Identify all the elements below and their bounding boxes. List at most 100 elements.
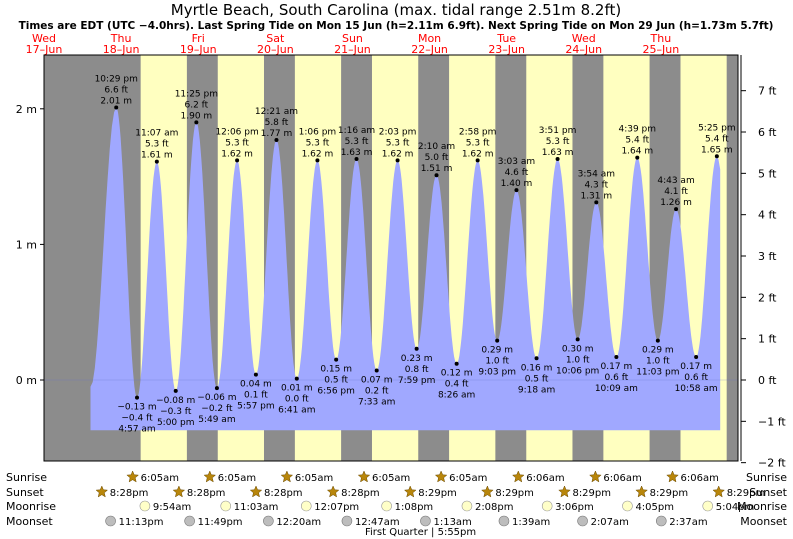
low-ft-label: 0.6 ft (684, 373, 708, 383)
high-time-label: 3:51 pm (539, 126, 577, 136)
sunset-time: 8:29pm (495, 488, 534, 499)
moonset-time: 2:37am (669, 517, 707, 528)
moon-phase-note: First Quarter | 5:55pm (365, 527, 476, 538)
low-m-label: 0.29 m (642, 346, 674, 356)
moonset-row-label: Moonset (6, 515, 53, 528)
low-m-label: 0.23 m (401, 354, 433, 364)
high-ft-label: 5.4 ft (625, 136, 649, 146)
moonset-time: 12:47am (355, 517, 400, 528)
high-ft-label: 6.6 ft (104, 85, 128, 95)
low-ft-label: 0.5 ft (324, 376, 348, 386)
moonrise-row-label-right: Moonrise (737, 500, 787, 513)
low-ft-label: −0.3 ft (160, 407, 192, 417)
sunset-icon (635, 485, 648, 498)
low-m-label: −0.08 m (156, 396, 195, 406)
sunrise-icon (126, 470, 140, 483)
moonset-icon (263, 515, 274, 527)
low-ft-label: 1.0 ft (485, 357, 509, 367)
extreme-point (555, 156, 560, 161)
sunset-icon (403, 485, 417, 498)
moonrise-icon (541, 500, 553, 512)
low-m-label: 0.29 m (481, 346, 513, 356)
chart-subtitle: Times are EDT (UTC −4.0hrs). Last Spring… (19, 20, 774, 32)
extreme-point (514, 188, 519, 193)
sunrise-icon (434, 470, 448, 483)
high-time-label: 10:29 pm (95, 74, 138, 84)
tide-extremes: 10:29 pm6.6 ft2.01 m −0.13 m−0.4 ft4:57 a… (95, 74, 736, 434)
low-time-label: 4:57 am (118, 425, 155, 435)
day-headers: Wed17–JunThu18–JunFri19–JunSat20–JunSun2… (26, 32, 680, 56)
high-ft-label: 4.6 ft (505, 168, 529, 178)
sunset-time: 8:29pm (572, 488, 611, 499)
moonrise-icon (381, 500, 392, 512)
astro-table: Sunrise Sunset Moonrise Moonset Sunrise … (6, 470, 788, 538)
high-time-label: 3:54 am (578, 169, 615, 179)
right-axis-tick-label: 1 ft (758, 333, 777, 346)
low-time-label: 10:58 am (675, 384, 718, 394)
extreme-point (594, 200, 599, 205)
sunrise-row-label: Sunrise (6, 471, 47, 484)
moonset-icon (498, 515, 510, 527)
low-time-label: 6:41 am (278, 406, 315, 416)
day-date: 19–Jun (180, 43, 217, 56)
high-time-label: 2:03 pm (379, 127, 417, 137)
low-time-label: 10:06 pm (556, 366, 599, 376)
day-date: 24–Jun (565, 43, 602, 56)
extreme-point (635, 155, 640, 160)
day-weekday: Tue (496, 32, 516, 45)
low-ft-label: 0.6 ft (605, 373, 629, 383)
high-ft-label: 5.4 ft (705, 134, 729, 144)
sunset-icon (249, 485, 263, 498)
sunrise-time: 6:06am (526, 473, 564, 484)
low-ft-label: 1.0 ft (566, 355, 590, 365)
low-ft-label: 0.5 ft (525, 374, 549, 384)
high-time-label: 5:25 pm (698, 123, 736, 133)
extreme-point (274, 137, 279, 142)
right-axis-feet: −2 ft −1 ft 0 ft 1 ft 2 ft 3 ft 4 ft 5 ft 6 ft 7 … (740, 55, 786, 470)
low-m-label: 0.16 m (521, 363, 553, 373)
low-m-label: 0.17 m (601, 362, 633, 372)
low-time-label: 5:49 am (198, 415, 235, 425)
low-m-label: 0.17 m (680, 362, 712, 372)
sunset-icon (326, 485, 340, 498)
day-weekday: Wed (572, 32, 596, 45)
high-m-label: 1.62 m (221, 149, 253, 159)
day-date: 23–Jun (488, 43, 525, 56)
sunrise-time: 6:06am (680, 473, 718, 484)
sunset-time: 8:29pm (418, 488, 457, 499)
extreme-point (294, 376, 299, 381)
extreme-point (395, 158, 400, 163)
high-ft-label: 5.3 ft (306, 138, 330, 148)
left-axis-tick-label: 1 m (16, 238, 37, 251)
extreme-point (374, 368, 379, 373)
low-time-label: 8:26 am (438, 391, 475, 401)
high-time-label: 3:03 am (498, 157, 535, 167)
high-m-label: 1.62 m (302, 149, 334, 159)
day-weekday: Fri (192, 32, 205, 45)
high-time-label: 2:10 am (418, 142, 455, 152)
extreme-point (694, 354, 699, 359)
high-ft-label: 5.3 ft (386, 138, 410, 148)
low-ft-label: −0.2 ft (201, 404, 233, 414)
right-axis-tick-label: 5 ft (758, 167, 777, 180)
right-axis-tick-label: 7 ft (758, 85, 777, 98)
extreme-point (235, 158, 240, 163)
high-time-label: 4:39 pm (618, 125, 656, 135)
moonrise-time: 12:07pm (314, 502, 359, 513)
moonset-icon (184, 515, 195, 527)
day-date: 18–Jun (103, 43, 140, 56)
low-m-label: 0.15 m (320, 365, 352, 375)
sunset-time: 8:29pm (650, 488, 689, 499)
high-m-label: 1.65 m (701, 145, 733, 155)
day-weekday: Wed (32, 32, 56, 45)
right-axis-tick-label: −2 ft (758, 457, 786, 470)
low-m-label: −0.06 m (197, 393, 236, 403)
sunset-time: 8:28pm (187, 488, 226, 499)
left-axis-tick-label: 0 m (16, 374, 37, 387)
extreme-point (434, 173, 439, 178)
sunrise-icon (511, 470, 525, 483)
moonrise-time: 1:08pm (395, 502, 434, 513)
low-ft-label: 0.0 ft (285, 395, 309, 405)
day-date: 21–Jun (334, 43, 371, 56)
extreme-point (714, 154, 719, 159)
